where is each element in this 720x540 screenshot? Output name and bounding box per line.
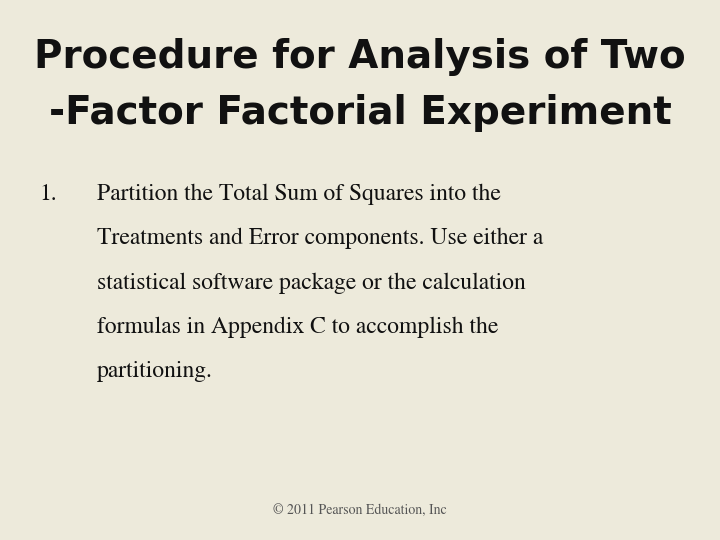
Text: Treatments and Error components. Use either a: Treatments and Error components. Use eit… xyxy=(97,228,544,249)
Text: Partition the Total Sum of Squares into the: Partition the Total Sum of Squares into … xyxy=(97,184,501,205)
Text: © 2011 Pearson Education, Inc: © 2011 Pearson Education, Inc xyxy=(273,504,447,517)
Text: Procedure for Analysis of Two: Procedure for Analysis of Two xyxy=(34,38,686,76)
Text: statistical software package or the calculation: statistical software package or the calc… xyxy=(97,272,526,294)
Text: partitioning.: partitioning. xyxy=(97,361,213,382)
Text: -Factor Factorial Experiment: -Factor Factorial Experiment xyxy=(49,94,671,132)
Text: 1.: 1. xyxy=(40,184,57,205)
Text: formulas in Appendix C to accomplish the: formulas in Appendix C to accomplish the xyxy=(97,316,498,338)
